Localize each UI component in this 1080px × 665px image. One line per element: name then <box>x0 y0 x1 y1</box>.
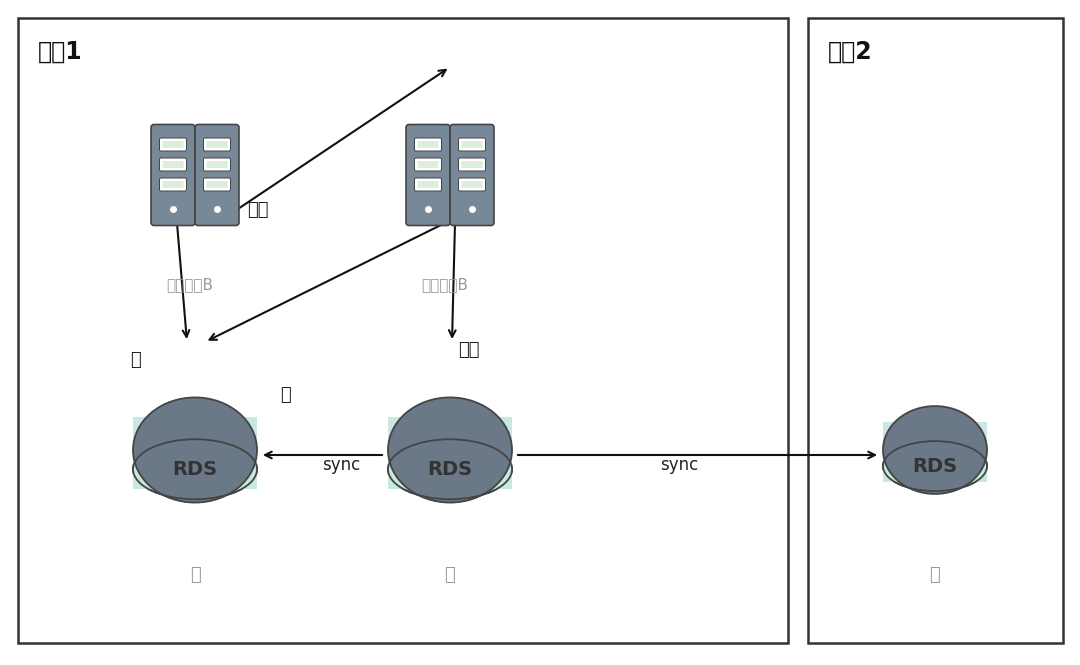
FancyBboxPatch shape <box>450 124 494 225</box>
FancyBboxPatch shape <box>406 124 450 225</box>
FancyBboxPatch shape <box>415 178 442 191</box>
Bar <box>883 422 987 482</box>
FancyBboxPatch shape <box>151 124 195 225</box>
Text: 读写: 读写 <box>458 341 480 359</box>
Ellipse shape <box>133 398 257 503</box>
FancyBboxPatch shape <box>461 141 483 148</box>
Text: 读: 读 <box>280 386 291 404</box>
FancyBboxPatch shape <box>459 138 486 151</box>
FancyBboxPatch shape <box>203 178 230 191</box>
FancyBboxPatch shape <box>418 161 438 168</box>
Ellipse shape <box>883 441 987 491</box>
Ellipse shape <box>883 406 987 494</box>
Text: 城市1: 城市1 <box>38 40 83 64</box>
Text: 服务器集B: 服务器集B <box>166 277 214 293</box>
Ellipse shape <box>133 440 257 499</box>
FancyBboxPatch shape <box>418 181 438 188</box>
FancyBboxPatch shape <box>459 178 486 191</box>
FancyBboxPatch shape <box>195 124 239 225</box>
FancyBboxPatch shape <box>206 161 228 168</box>
FancyBboxPatch shape <box>160 178 187 191</box>
Text: sync: sync <box>660 456 699 474</box>
FancyBboxPatch shape <box>162 141 184 148</box>
FancyBboxPatch shape <box>418 141 438 148</box>
FancyBboxPatch shape <box>160 138 187 151</box>
Bar <box>18 18 788 643</box>
FancyBboxPatch shape <box>206 181 228 188</box>
FancyBboxPatch shape <box>461 161 483 168</box>
Bar <box>133 417 257 489</box>
Text: 城市2: 城市2 <box>828 40 873 64</box>
Text: sync: sync <box>322 456 361 474</box>
FancyBboxPatch shape <box>459 158 486 171</box>
Ellipse shape <box>388 398 512 503</box>
Text: 读写: 读写 <box>247 201 269 219</box>
Text: RDS: RDS <box>173 460 217 479</box>
Bar <box>808 18 1063 643</box>
Ellipse shape <box>388 440 512 499</box>
FancyBboxPatch shape <box>415 138 442 151</box>
Bar <box>388 417 512 489</box>
FancyBboxPatch shape <box>203 138 230 151</box>
Text: RDS: RDS <box>428 460 473 479</box>
FancyBboxPatch shape <box>203 158 230 171</box>
FancyBboxPatch shape <box>162 181 184 188</box>
Text: RDS: RDS <box>913 457 958 475</box>
FancyBboxPatch shape <box>160 158 187 171</box>
Text: 读: 读 <box>130 351 140 369</box>
Text: 从: 从 <box>930 566 941 584</box>
FancyBboxPatch shape <box>206 141 228 148</box>
Text: 从: 从 <box>190 566 201 584</box>
FancyBboxPatch shape <box>415 158 442 171</box>
FancyBboxPatch shape <box>461 181 483 188</box>
FancyBboxPatch shape <box>162 161 184 168</box>
Text: 主: 主 <box>445 566 456 584</box>
Text: 服务器集B: 服务器集B <box>421 277 469 293</box>
